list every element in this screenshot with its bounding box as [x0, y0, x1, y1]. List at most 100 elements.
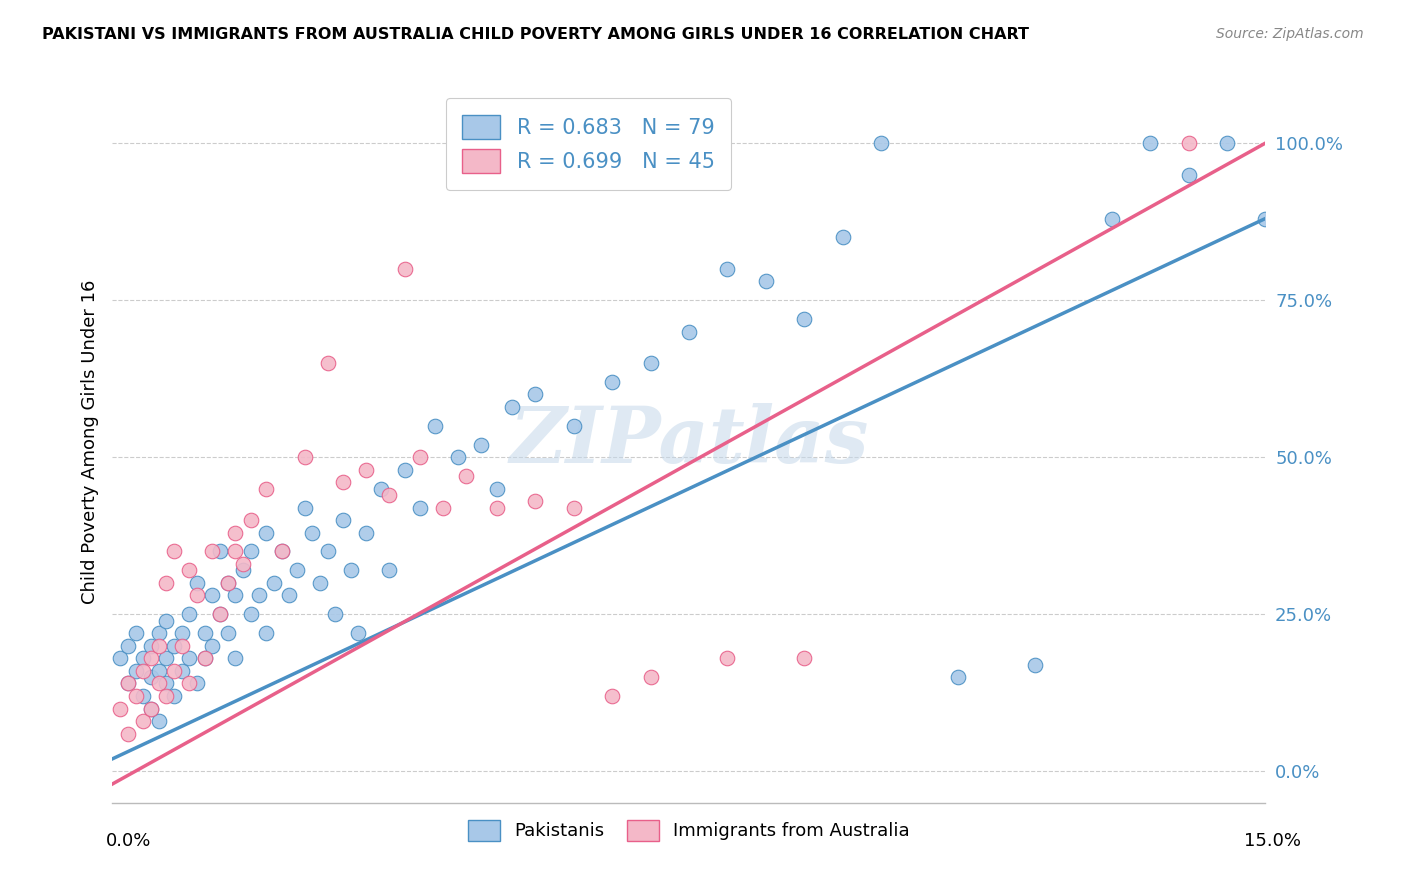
Point — [179, 676, 201, 690]
Point — [239, 513, 262, 527]
Point — [186, 575, 208, 590]
Point — [301, 525, 323, 540]
Point — [194, 651, 217, 665]
Text: ZIPatlas: ZIPatlas — [509, 403, 869, 480]
Point — [254, 626, 277, 640]
Point — [224, 525, 246, 540]
Point — [485, 500, 508, 515]
Point — [217, 575, 239, 590]
Point — [562, 500, 585, 515]
Y-axis label: Child Poverty Among Girls Under 16: Child Poverty Among Girls Under 16 — [80, 279, 98, 604]
Point — [501, 400, 523, 414]
Point — [332, 475, 354, 490]
Point — [139, 701, 162, 715]
Point — [163, 664, 186, 678]
Point — [239, 544, 262, 558]
Point — [232, 563, 254, 577]
Point — [1216, 136, 1239, 150]
Point — [524, 494, 547, 508]
Point — [354, 525, 377, 540]
Point — [247, 589, 270, 603]
Point — [447, 450, 470, 465]
Point — [139, 701, 162, 715]
Text: 15.0%: 15.0% — [1243, 831, 1301, 849]
Point — [155, 689, 177, 703]
Point — [755, 274, 778, 288]
Point — [117, 676, 139, 690]
Point — [294, 500, 316, 515]
Point — [316, 356, 339, 370]
Point — [209, 544, 232, 558]
Point — [179, 607, 201, 622]
Point — [870, 136, 893, 150]
Point — [425, 418, 447, 433]
Point — [470, 438, 492, 452]
Point — [347, 626, 370, 640]
Point — [224, 651, 246, 665]
Point — [163, 639, 186, 653]
Point — [108, 701, 131, 715]
Point — [170, 664, 193, 678]
Point — [170, 639, 193, 653]
Point — [394, 463, 416, 477]
Point — [155, 651, 177, 665]
Point — [186, 589, 208, 603]
Point — [454, 469, 477, 483]
Point — [117, 639, 139, 653]
Point — [831, 230, 853, 244]
Text: Source: ZipAtlas.com: Source: ZipAtlas.com — [1216, 27, 1364, 41]
Point — [155, 575, 177, 590]
Point — [600, 689, 623, 703]
Point — [108, 651, 131, 665]
Point — [524, 387, 547, 401]
Point — [270, 544, 292, 558]
Point — [148, 639, 170, 653]
Point — [263, 575, 285, 590]
Point — [194, 626, 217, 640]
Point — [179, 563, 201, 577]
Point — [124, 689, 146, 703]
Point — [148, 676, 170, 690]
Point — [294, 450, 316, 465]
Point — [270, 544, 292, 558]
Point — [155, 676, 177, 690]
Point — [201, 589, 224, 603]
Point — [124, 664, 146, 678]
Point — [224, 544, 246, 558]
Point — [132, 651, 155, 665]
Point — [139, 651, 162, 665]
Point — [224, 589, 246, 603]
Point — [209, 607, 232, 622]
Point — [600, 375, 623, 389]
Point — [354, 463, 377, 477]
Point — [278, 589, 301, 603]
Point — [132, 689, 155, 703]
Point — [339, 563, 361, 577]
Point — [148, 626, 170, 640]
Point — [179, 651, 201, 665]
Text: 0.0%: 0.0% — [105, 831, 150, 849]
Point — [716, 261, 738, 276]
Point — [332, 513, 354, 527]
Point — [1101, 211, 1123, 226]
Point — [139, 670, 162, 684]
Point — [1254, 211, 1277, 226]
Point — [432, 500, 454, 515]
Point — [394, 261, 416, 276]
Point — [678, 325, 700, 339]
Point — [309, 575, 332, 590]
Point — [132, 714, 155, 728]
Point — [232, 557, 254, 571]
Text: PAKISTANI VS IMMIGRANTS FROM AUSTRALIA CHILD POVERTY AMONG GIRLS UNDER 16 CORREL: PAKISTANI VS IMMIGRANTS FROM AUSTRALIA C… — [42, 27, 1029, 42]
Point — [1177, 168, 1199, 182]
Point — [117, 727, 139, 741]
Point — [139, 639, 162, 653]
Point — [209, 607, 232, 622]
Point — [254, 525, 277, 540]
Point — [793, 312, 815, 326]
Point — [1024, 657, 1046, 672]
Point — [217, 626, 239, 640]
Point — [148, 664, 170, 678]
Point — [1139, 136, 1161, 150]
Point — [170, 626, 193, 640]
